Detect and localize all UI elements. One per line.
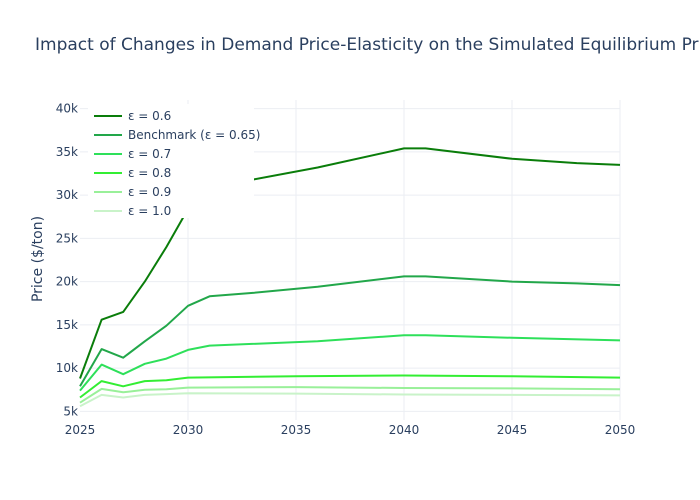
y-tick-label: 5k (63, 404, 78, 418)
legend-label: ε = 0.9 (128, 185, 171, 199)
x-tick-label: 2045 (497, 423, 528, 437)
legend-label: ε = 1.0 (128, 204, 171, 218)
legend-item[interactable]: ε = 0.6 (94, 109, 171, 123)
series-line (79, 334, 621, 392)
legend-label: ε = 0.6 (128, 109, 171, 123)
x-tick-label: 2030 (173, 423, 204, 437)
legend-label: ε = 0.7 (128, 147, 171, 161)
legend[interactable]: ε = 0.6 Benchmark (ε = 0.65) ε = 0.7 ε = 0.… (88, 104, 260, 218)
y-tick-label: 40k (56, 102, 78, 116)
x-tick-label: 2040 (389, 423, 420, 437)
y-tick-label: 35k (56, 145, 78, 159)
series-line (79, 275, 621, 387)
x-tick-label: 2025 (65, 423, 96, 437)
y-tick-label: 15k (56, 318, 78, 332)
y-tick-label: 25k (56, 231, 78, 245)
y-tick-label: 20k (56, 275, 78, 289)
tick-labels: 2025 2030 2035 2040 2045 2050 5k 10k 15k 20k 25k 30… (56, 102, 635, 437)
y-tick-label: 30k (56, 188, 78, 202)
legend-item[interactable]: ε = 0.8 (94, 166, 171, 180)
x-tick-label: 2050 (605, 423, 636, 437)
series-line (79, 392, 621, 408)
legend-item[interactable]: ε = 0.9 (94, 185, 171, 199)
series-line (79, 386, 621, 404)
series-line (79, 374, 621, 399)
legend-label: ε = 0.8 (128, 166, 171, 180)
y-tick-label: 10k (56, 361, 78, 375)
legend-label: Benchmark (ε = 0.65) (128, 128, 260, 142)
legend-item[interactable]: Benchmark (ε = 0.65) (94, 128, 260, 142)
x-tick-label: 2035 (281, 423, 312, 437)
legend-item[interactable]: ε = 0.7 (94, 147, 171, 161)
y-axis-title: Price ($/ton) (30, 216, 46, 302)
legend-item[interactable]: ε = 1.0 (94, 204, 171, 218)
chart-title: Impact of Changes in Demand Price-Elasti… (35, 35, 700, 55)
legend-background (88, 104, 254, 218)
